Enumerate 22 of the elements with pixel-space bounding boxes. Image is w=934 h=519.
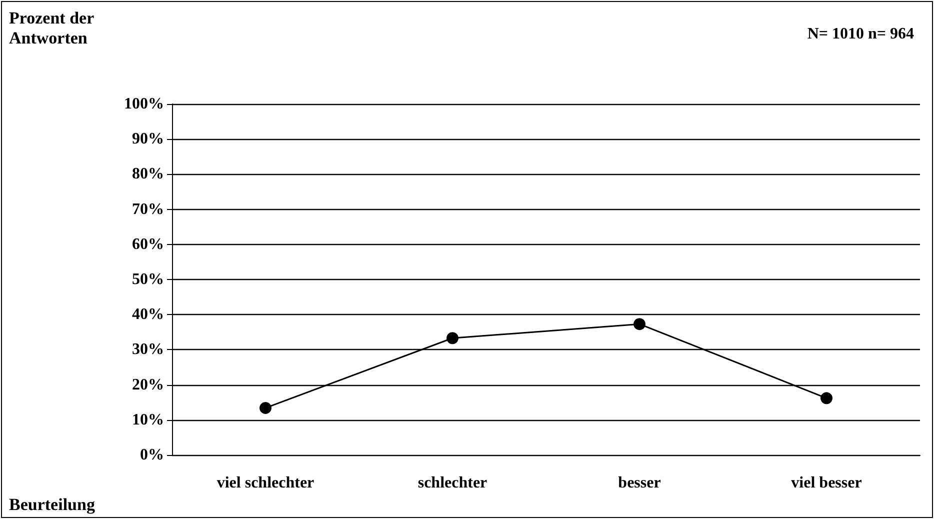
text: N= 1010 n= 964: [807, 26, 914, 42]
point: [820, 392, 832, 404]
point: [634, 318, 646, 330]
y-tick-label: 80%: [132, 166, 164, 183]
x-tick-label: viel schlechter: [216, 474, 314, 492]
y-tick-label: 0%: [140, 446, 164, 464]
x-axis-title: Beurteilung: [9, 495, 96, 514]
x-tick-label: viel besser: [791, 474, 862, 492]
x-tick-label: besser: [618, 474, 661, 492]
y-tick-label: 40%: [132, 306, 164, 324]
y-tick-label: 50%: [132, 271, 164, 288]
y-tick-label: 60%: [132, 236, 164, 253]
y-tick-label: 100%: [124, 96, 164, 112]
y-tick-label: 30%: [132, 341, 164, 358]
y-tick-label: 70%: [132, 200, 164, 218]
x-tick-label: schlechter: [418, 474, 488, 492]
y-tick-label: 90%: [132, 130, 164, 148]
y-axis-title: Prozent der Antworten: [9, 8, 95, 48]
point: [260, 402, 272, 414]
y-tick-label: 20%: [132, 376, 164, 394]
point: [446, 332, 458, 344]
y-tick-label: 10%: [132, 411, 164, 428]
